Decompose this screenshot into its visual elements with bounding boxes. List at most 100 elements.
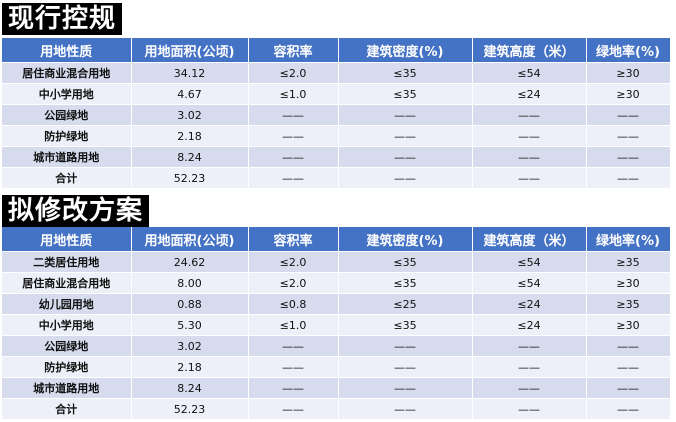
- table-cell: ——: [472, 167, 587, 188]
- table-cell: ——: [338, 167, 473, 188]
- column-header: 用地性质: [2, 227, 132, 252]
- table-cell: ≤24: [472, 293, 587, 315]
- table-cell: 防护绿地: [2, 356, 132, 378]
- table-cell: ≤2.0: [248, 251, 339, 273]
- table-cell: 5.30: [131, 314, 249, 336]
- table-row: 城市道路用地 8.24 —— —— —— ——: [2, 146, 671, 168]
- table-cell: ——: [472, 398, 587, 419]
- column-header: 绿地率(%): [586, 38, 671, 63]
- table-row: 公园绿地 3.02 —— —— —— ——: [2, 104, 671, 126]
- table-cell: ≤35: [338, 314, 473, 336]
- table-cell: ——: [338, 125, 473, 147]
- table-cell: 居住商业混合用地: [2, 62, 132, 84]
- table-cell: ≤35: [338, 62, 473, 84]
- table-cell: ——: [248, 356, 339, 378]
- table-cell: 居住商业混合用地: [2, 272, 132, 294]
- column-header: 用地面积(公顷): [131, 38, 249, 63]
- table-cell: 4.67: [131, 83, 249, 105]
- table-cell: 城市道路用地: [2, 377, 132, 399]
- table-row: 中小学用地 4.67 ≤1.0 ≤35 ≤24 ≥30: [2, 83, 671, 105]
- table-cell: ≤2.0: [248, 62, 339, 84]
- table-row: 城市道路用地 8.24 —— —— —— ——: [2, 377, 671, 399]
- column-header: 容积率: [248, 38, 339, 63]
- table-cell: ——: [586, 104, 671, 126]
- table-cell: 合计: [2, 398, 132, 419]
- table-cell: ——: [248, 125, 339, 147]
- table-row: 幼儿园用地 0.88 ≤0.8 ≤25 ≤24 ≥35: [2, 293, 671, 315]
- table-row: 防护绿地 2.18 —— —— —— ——: [2, 356, 671, 378]
- table-cell: ≤54: [472, 272, 587, 294]
- table-cell: 52.23: [131, 398, 249, 419]
- table-cell: 二类居住用地: [2, 251, 132, 273]
- column-header: 绿地率(%): [586, 227, 671, 252]
- table-cell: 24.62: [131, 251, 249, 273]
- table-cell: ——: [248, 167, 339, 188]
- column-header: 用地面积(公顷): [131, 227, 249, 252]
- table-cell: ——: [472, 125, 587, 147]
- column-header: 建筑密度(%): [338, 38, 473, 63]
- table-cell: ≤35: [338, 272, 473, 294]
- table-cell: ≥35: [586, 251, 671, 273]
- table-cell: ——: [586, 125, 671, 147]
- table-cell: 3.02: [131, 335, 249, 357]
- table-cell: 2.18: [131, 125, 249, 147]
- table-cell: ——: [586, 146, 671, 168]
- table-cell: ≥30: [586, 272, 671, 294]
- table-row: 合计 52.23 —— —— —— ——: [2, 398, 671, 419]
- table-cell: 城市道路用地: [2, 146, 132, 168]
- table-cell: ——: [338, 398, 473, 419]
- table-cell: ——: [248, 335, 339, 357]
- table-cell: 合计: [2, 167, 132, 188]
- table-cell: ≥35: [586, 293, 671, 315]
- header-row: 用地性质 用地面积(公顷) 容积率 建筑密度(%) 建筑高度（米） 绿地率(%): [2, 227, 671, 252]
- table-row: 防护绿地 2.18 —— —— —— ——: [2, 125, 671, 147]
- table-cell: ≤1.0: [248, 314, 339, 336]
- table-cell: 2.18: [131, 356, 249, 378]
- table-cell: ≤0.8: [248, 293, 339, 315]
- table-cell: 公园绿地: [2, 104, 132, 126]
- table-cell: 3.02: [131, 104, 249, 126]
- column-header: 建筑高度（米）: [472, 38, 587, 63]
- column-header: 容积率: [248, 227, 339, 252]
- table-cell: ——: [586, 377, 671, 399]
- table-cell: ——: [338, 104, 473, 126]
- table-cell: 防护绿地: [2, 125, 132, 147]
- table-cell: ≤24: [472, 314, 587, 336]
- header-row: 用地性质 用地面积(公顷) 容积率 建筑密度(%) 建筑高度（米） 绿地率(%): [2, 38, 671, 63]
- column-header: 建筑密度(%): [338, 227, 473, 252]
- table-cell: 8.00: [131, 272, 249, 294]
- table-row: 二类居住用地 24.62 ≤2.0 ≤35 ≤54 ≥35: [2, 251, 671, 273]
- table-cell: 0.88: [131, 293, 249, 315]
- table-cell: ——: [586, 398, 671, 419]
- table-cell: ≥30: [586, 314, 671, 336]
- current-plan-title: 现行控规: [2, 3, 123, 35]
- table-cell: ——: [338, 146, 473, 168]
- column-header: 建筑高度（米）: [472, 227, 587, 252]
- table-cell: ——: [472, 356, 587, 378]
- table-cell: ——: [472, 377, 587, 399]
- table-cell: ——: [338, 335, 473, 357]
- proposed-plan-title: 拟修改方案: [2, 195, 150, 227]
- table-cell: ≤25: [338, 293, 473, 315]
- table-cell: ——: [338, 356, 473, 378]
- table-cell: 中小学用地: [2, 83, 132, 105]
- table-cell: ——: [586, 335, 671, 357]
- current-plan-table: 用地性质 用地面积(公顷) 容积率 建筑密度(%) 建筑高度（米） 绿地率(%) 居住商业混…: [2, 38, 671, 188]
- table-cell: ——: [472, 104, 587, 126]
- table-cell: ≤24: [472, 83, 587, 105]
- table-cell: ——: [586, 167, 671, 188]
- table-cell: 8.24: [131, 146, 249, 168]
- table-cell: ≤2.0: [248, 272, 339, 294]
- table-cell: ≤54: [472, 62, 587, 84]
- table-cell: ——: [472, 335, 587, 357]
- table-row: 合计 52.23 —— —— —— ——: [2, 167, 671, 188]
- table-cell: 34.12: [131, 62, 249, 84]
- table-cell: ——: [248, 104, 339, 126]
- table-cell: ——: [472, 146, 587, 168]
- table-cell: ≥30: [586, 62, 671, 84]
- table-cell: ≤1.0: [248, 83, 339, 105]
- table-cell: ≥30: [586, 83, 671, 105]
- table-row: 居住商业混合用地 8.00 ≤2.0 ≤35 ≤54 ≥30: [2, 272, 671, 294]
- table-cell: ——: [248, 398, 339, 419]
- table-row: 中小学用地 5.30 ≤1.0 ≤35 ≤24 ≥30: [2, 314, 671, 336]
